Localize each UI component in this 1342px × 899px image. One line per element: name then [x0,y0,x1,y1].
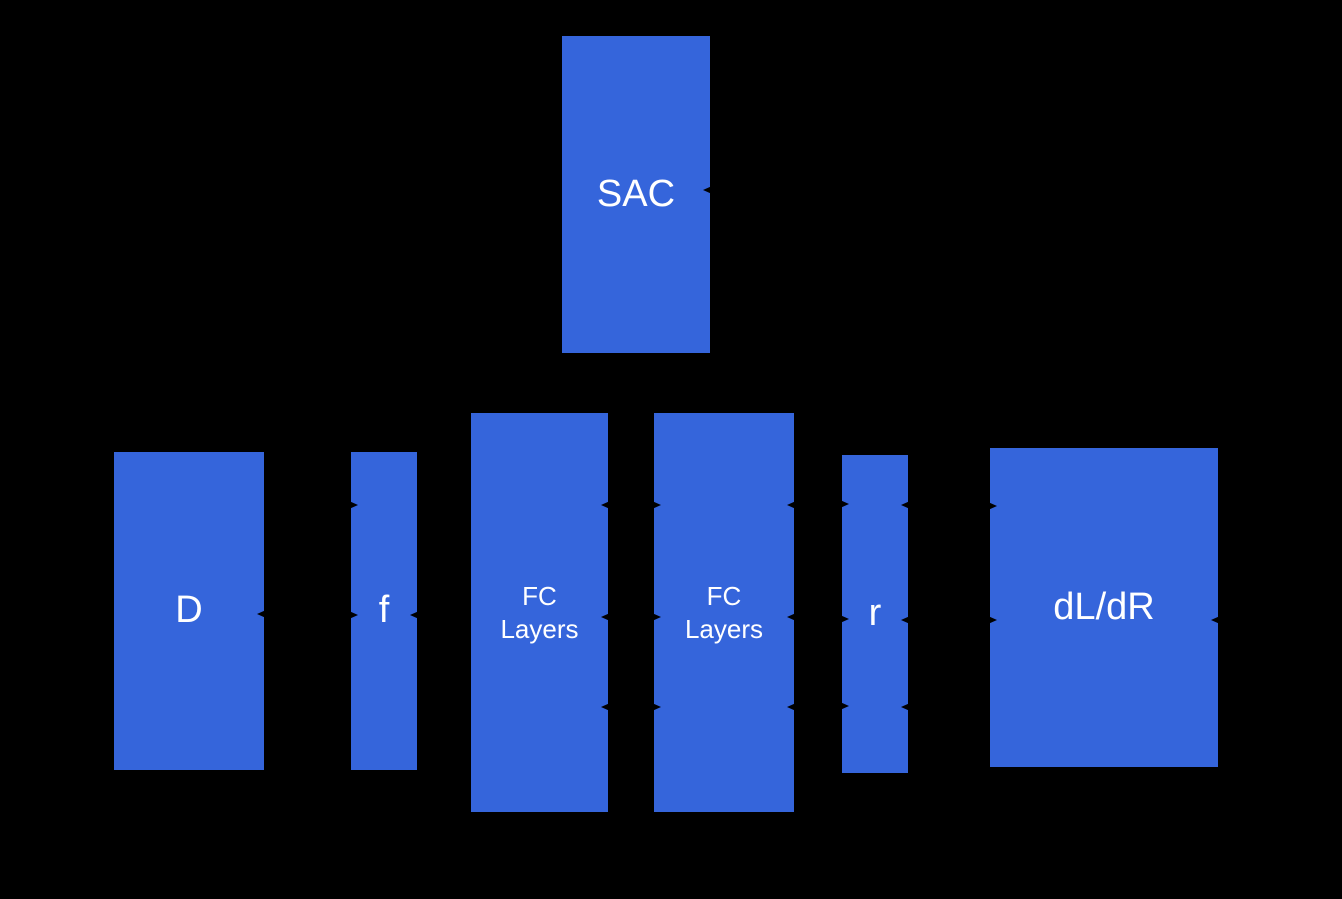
node-sac: SAC [562,36,710,353]
arrowhead-notch [840,500,849,508]
arrowhead-notch [840,702,849,710]
arrowhead-notch [601,501,610,509]
arrowhead-notch [787,613,796,621]
node-fc-layers-left: FC Layers [471,413,608,812]
arrowhead-notch [652,613,661,621]
arrowhead-notch [988,502,997,510]
fc-right-line-1: FC [706,580,742,611]
arrowhead-notch [703,186,712,194]
arrowhead-notch [601,613,610,621]
arrowhead-notch [787,501,796,509]
node-dldr: dL/dR [990,448,1218,767]
arrowhead-notch [349,501,358,509]
fc-left-line-2: Layers [500,613,579,644]
arrowhead-notch [652,703,661,711]
node-discriminator-label: D [175,589,203,632]
node-fc-layers-right: FC Layers [654,413,794,812]
arrowhead-notch [601,703,610,711]
node-sac-label: SAC [596,172,676,215]
arrowhead-notch [901,501,910,509]
arrowhead-notch [901,703,910,711]
fc-left-line-1: FC [522,580,557,611]
arrowhead-notch [840,615,849,623]
node-fc-layers-right-label: FC Layers [685,580,763,646]
node-fc-layers-left-label: FC Layers [500,580,578,646]
arrowhead-notch [257,610,266,618]
node-discriminator: D [114,452,264,770]
node-f-label: f [378,589,390,632]
arrowhead-notch [652,501,661,509]
arrowhead-notch [1211,616,1220,624]
node-dldr-label: dL/dR [1053,585,1155,628]
arrowhead-notch [349,611,358,619]
node-reward: r [842,455,908,773]
arrowhead-notch [410,611,419,619]
arrowhead-notch [988,616,997,624]
node-reward-label: r [868,592,882,635]
arrowhead-notch [787,703,796,711]
fc-right-line-2: Layers [684,613,764,644]
arrowhead-notch [901,616,910,624]
node-f: f [351,452,417,770]
